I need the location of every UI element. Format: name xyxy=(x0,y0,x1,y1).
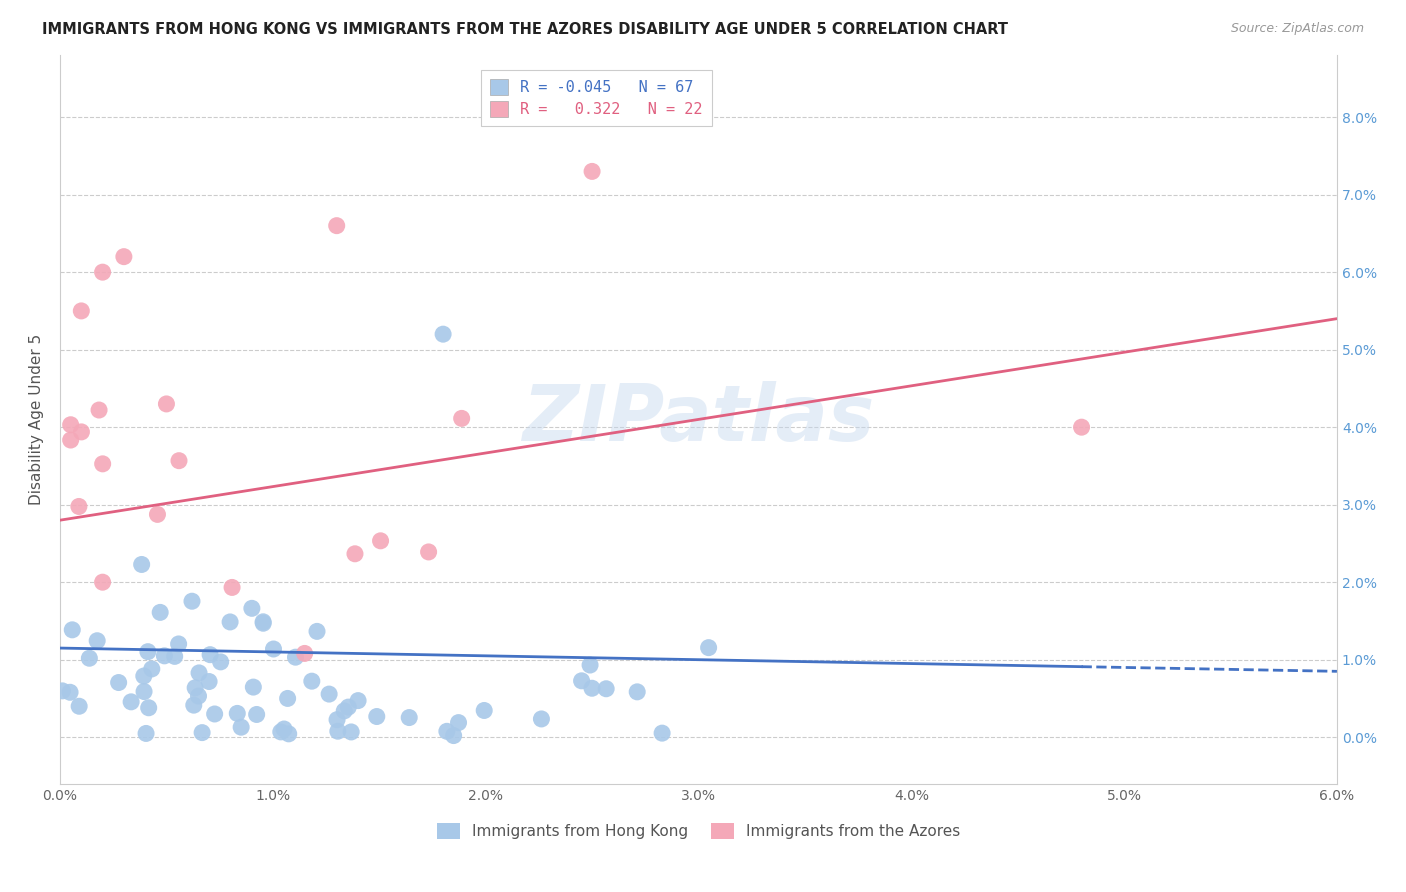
Point xyxy=(67,500,90,514)
Point xyxy=(301,674,323,689)
Legend: Immigrants from Hong Kong, Immigrants from the Azores: Immigrants from Hong Kong, Immigrants fr… xyxy=(430,817,966,846)
Point xyxy=(59,433,82,447)
Point xyxy=(163,649,186,664)
Point xyxy=(340,725,363,739)
Point xyxy=(184,681,207,695)
Point xyxy=(153,648,176,663)
Point xyxy=(91,575,114,590)
Point xyxy=(187,689,209,703)
Point xyxy=(79,651,101,665)
Point xyxy=(1070,420,1092,434)
Point xyxy=(51,684,73,698)
Point xyxy=(277,727,299,741)
Point xyxy=(450,411,472,425)
Point xyxy=(181,594,204,608)
Point xyxy=(59,685,82,699)
Text: Source: ZipAtlas.com: Source: ZipAtlas.com xyxy=(1230,22,1364,36)
Point xyxy=(432,327,454,342)
Point xyxy=(530,712,553,726)
Text: IMMIGRANTS FROM HONG KONG VS IMMIGRANTS FROM THE AZORES DISABILITY AGE UNDER 5 C: IMMIGRANTS FROM HONG KONG VS IMMIGRANTS … xyxy=(42,22,1008,37)
Point xyxy=(219,615,242,629)
Point xyxy=(240,601,263,615)
Point xyxy=(651,726,673,740)
Point xyxy=(242,680,264,694)
Point xyxy=(626,685,648,699)
Point xyxy=(326,713,349,727)
Point xyxy=(343,547,366,561)
Point xyxy=(86,633,108,648)
Point xyxy=(59,417,82,432)
Point xyxy=(167,453,190,467)
Point xyxy=(149,606,172,620)
Point xyxy=(67,699,90,714)
Point xyxy=(141,662,163,676)
Point xyxy=(132,684,155,698)
Point xyxy=(581,681,603,696)
Point xyxy=(347,693,370,707)
Point xyxy=(595,681,617,696)
Point xyxy=(107,675,129,690)
Point xyxy=(325,219,347,233)
Point xyxy=(370,533,392,548)
Point xyxy=(60,623,83,637)
Point xyxy=(70,304,93,318)
Point xyxy=(112,250,135,264)
Point xyxy=(579,658,602,673)
Point xyxy=(294,647,316,661)
Point xyxy=(155,397,177,411)
Point xyxy=(270,725,292,739)
Point xyxy=(198,648,221,662)
Point xyxy=(252,615,274,629)
Point xyxy=(183,698,205,713)
Point xyxy=(131,558,153,572)
Point xyxy=(277,691,299,706)
Point xyxy=(188,665,211,680)
Point xyxy=(263,642,285,657)
Point xyxy=(70,425,93,439)
Point xyxy=(252,616,274,631)
Point xyxy=(398,710,420,724)
Point xyxy=(87,403,110,417)
Point xyxy=(120,695,142,709)
Point xyxy=(246,707,269,722)
Point xyxy=(366,709,388,723)
Point xyxy=(284,650,307,665)
Y-axis label: Disability Age Under 5: Disability Age Under 5 xyxy=(30,334,44,505)
Point xyxy=(135,726,157,740)
Point xyxy=(198,674,221,689)
Text: ZIPatlas: ZIPatlas xyxy=(523,382,875,458)
Point xyxy=(326,724,349,739)
Point xyxy=(472,704,495,718)
Point xyxy=(231,720,253,734)
Point xyxy=(191,725,214,739)
Point xyxy=(697,640,720,655)
Point xyxy=(221,581,243,595)
Point xyxy=(447,715,470,730)
Point xyxy=(318,687,340,701)
Point xyxy=(581,164,603,178)
Point xyxy=(91,265,114,279)
Point xyxy=(226,706,249,721)
Point xyxy=(571,673,593,688)
Point xyxy=(305,624,328,639)
Point xyxy=(132,669,155,683)
Point xyxy=(418,545,440,559)
Point xyxy=(209,655,232,669)
Point xyxy=(204,706,226,721)
Point xyxy=(91,457,114,471)
Point xyxy=(333,704,356,718)
Point xyxy=(136,645,159,659)
Point xyxy=(443,729,465,743)
Point xyxy=(138,700,160,714)
Point xyxy=(337,700,360,714)
Point xyxy=(146,508,169,522)
Point xyxy=(273,722,295,736)
Point xyxy=(436,724,458,739)
Point xyxy=(167,637,190,651)
